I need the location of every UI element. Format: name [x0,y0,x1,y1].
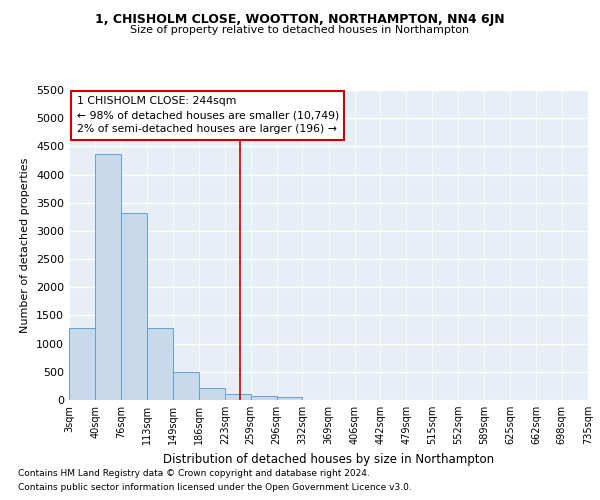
Text: 1 CHISHOLM CLOSE: 244sqm
← 98% of detached houses are smaller (10,749)
2% of sem: 1 CHISHOLM CLOSE: 244sqm ← 98% of detach… [77,96,339,134]
Bar [173,372,199,400]
Text: 1, CHISHOLM CLOSE, WOOTTON, NORTHAMPTON, NN4 6JN: 1, CHISHOLM CLOSE, WOOTTON, NORTHAMPTON,… [95,12,505,26]
Bar [277,397,302,400]
Bar [69,328,95,400]
Y-axis label: Number of detached properties: Number of detached properties [20,158,31,332]
Text: Size of property relative to detached houses in Northampton: Size of property relative to detached ho… [130,25,470,35]
Bar [95,154,121,400]
Bar [251,396,277,400]
Bar [199,388,225,400]
Text: Contains public sector information licensed under the Open Government Licence v3: Contains public sector information licen… [18,484,412,492]
Bar [147,328,173,400]
Text: Contains HM Land Registry data © Crown copyright and database right 2024.: Contains HM Land Registry data © Crown c… [18,468,370,477]
Bar [225,394,251,400]
X-axis label: Distribution of detached houses by size in Northampton: Distribution of detached houses by size … [163,452,494,466]
Bar [121,214,147,400]
